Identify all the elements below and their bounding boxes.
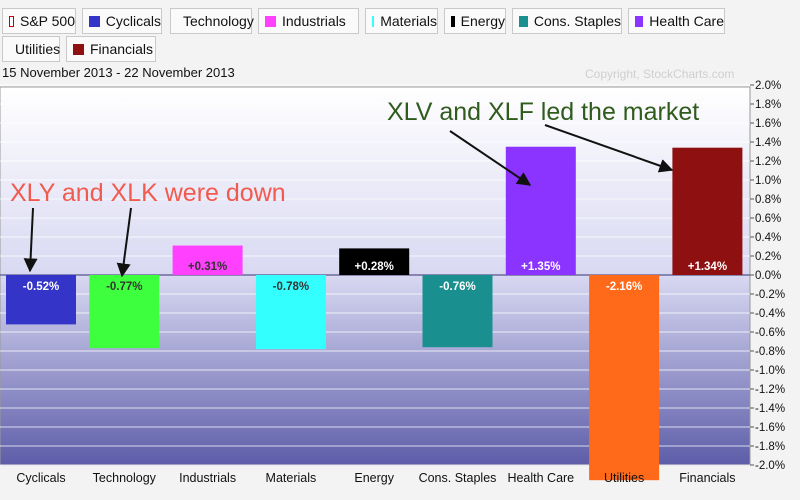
legend-item-cyclicals[interactable]: Cyclicals xyxy=(82,8,162,34)
y-axis: 2.0% 1.8% 1.6% 1.4% 1.2% 1.0% 0.8% 0.6% 0.4% 0.2%… xyxy=(750,80,785,472)
y-tick-label: 1.4% xyxy=(755,137,781,149)
bar-materials xyxy=(255,275,326,350)
data-label: -0.77% xyxy=(106,281,142,293)
bar-technology xyxy=(89,275,160,349)
legend-label: Cyclicals xyxy=(105,13,161,29)
legend-item-s-p-500[interactable]: S&P 500 xyxy=(2,8,76,34)
data-label: +1.35% xyxy=(521,261,560,273)
legend-label: Financials xyxy=(90,41,154,57)
y-tick-label: 1.2% xyxy=(755,156,781,168)
legend-swatch xyxy=(372,15,375,27)
arrow-to-technology xyxy=(116,207,132,278)
x-tick-label: Utilities xyxy=(604,471,644,485)
legend-item-health-care[interactable]: Health Care xyxy=(628,8,725,34)
bar-financials xyxy=(672,147,743,275)
legend-label: Utilities xyxy=(15,41,61,57)
legend-swatch xyxy=(89,15,100,27)
arrow-to-health-care xyxy=(449,130,532,186)
bars: -0.52% -0.77% +0.31% -0.78% +0.28% -0.76% +1.3… xyxy=(6,146,743,481)
y-tick-label: 0.8% xyxy=(755,194,781,206)
bar-utilities xyxy=(589,275,660,481)
arrow-to-cyclicals xyxy=(23,207,38,273)
y-tick-label: 1.8% xyxy=(755,99,781,111)
x-axis: Cyclicals Technology Industrials Materials E… xyxy=(16,471,735,485)
data-label: -2.16% xyxy=(606,281,642,293)
data-label: -0.76% xyxy=(439,281,475,293)
data-label: -0.52% xyxy=(23,281,59,293)
y-tick-label: -1.8% xyxy=(755,441,785,453)
y-tick-label: -1.6% xyxy=(755,422,785,434)
legend-item-industrials[interactable]: Industrials xyxy=(258,8,359,34)
y-tick-label: 2.0% xyxy=(755,80,781,92)
legend-swatch xyxy=(451,15,455,27)
y-tick-label: 0.0% xyxy=(755,270,781,282)
legend-item-utilities[interactable]: Utilities xyxy=(2,36,60,62)
chart-subtitle: 15 November 2013 - 22 November 2013 xyxy=(2,65,235,80)
legend-label: S&P 500 xyxy=(19,13,75,29)
y-tick-label: -1.2% xyxy=(755,384,785,396)
x-tick-label: Materials xyxy=(266,471,317,485)
x-tick-label: Cyclicals xyxy=(16,471,65,485)
legend-label: Energy xyxy=(460,13,505,29)
legend-label: Health Care xyxy=(649,13,724,29)
x-tick-label: Cons. Staples xyxy=(419,471,497,485)
data-label: +0.31% xyxy=(188,261,227,273)
y-tick-label: 1.0% xyxy=(755,175,781,187)
legend-swatch xyxy=(9,15,14,27)
x-tick-label: Health Care xyxy=(507,471,574,485)
annotation-led: XLV and XLF led the market xyxy=(387,98,699,126)
data-label: +1.34% xyxy=(688,261,727,273)
legend-swatch xyxy=(265,15,276,27)
legend-swatch xyxy=(73,43,84,55)
y-tick-label: 0.6% xyxy=(755,213,781,225)
x-tick-label: Energy xyxy=(354,471,394,485)
x-tick-label: Industrials xyxy=(179,471,236,485)
y-tick-label: -1.4% xyxy=(755,403,785,415)
legend-swatch xyxy=(635,15,644,27)
y-tick-label: 0.2% xyxy=(755,251,781,263)
y-tick-label: -0.6% xyxy=(755,327,785,339)
copyright-notice: Copyright, StockCharts.com xyxy=(585,67,735,81)
bar-industrials xyxy=(172,245,243,275)
legend-item-cons-staples[interactable]: Cons. Staples xyxy=(512,8,622,34)
y-tick-label: 1.6% xyxy=(755,118,781,130)
legend-item-energy[interactable]: Energy xyxy=(444,8,506,34)
y-tick-label: -0.4% xyxy=(755,308,785,320)
y-tick-label: -2.0% xyxy=(755,460,785,472)
y-tick-label: -0.8% xyxy=(755,346,785,358)
legend-label: Technology xyxy=(183,13,254,29)
legend-item-materials[interactable]: Materials xyxy=(365,8,438,34)
x-tick-label: Financials xyxy=(679,471,735,485)
legend-item-technology[interactable]: Technology xyxy=(170,8,254,34)
y-tick-label: 0.4% xyxy=(755,232,781,244)
legend-swatch xyxy=(519,15,528,27)
y-tick-label: -1.0% xyxy=(755,365,785,377)
arrow-to-financials xyxy=(544,124,674,173)
legend-label: Industrials xyxy=(282,13,346,29)
legend-item-financials[interactable]: Financials xyxy=(66,36,156,62)
legend-label: Cons. Staples xyxy=(533,13,621,29)
bar-energy xyxy=(339,248,410,275)
data-label: +0.28% xyxy=(355,261,394,273)
bar-cons-staples xyxy=(422,275,493,348)
annotation-down: XLY and XLK were down xyxy=(10,179,286,207)
bar-health-care xyxy=(505,146,576,275)
bar-cyclicals xyxy=(6,275,76,325)
legend-label: Materials xyxy=(380,13,437,29)
data-label: -0.78% xyxy=(273,281,309,293)
x-tick-label: Technology xyxy=(93,471,157,485)
y-tick-label: -0.2% xyxy=(755,289,785,301)
